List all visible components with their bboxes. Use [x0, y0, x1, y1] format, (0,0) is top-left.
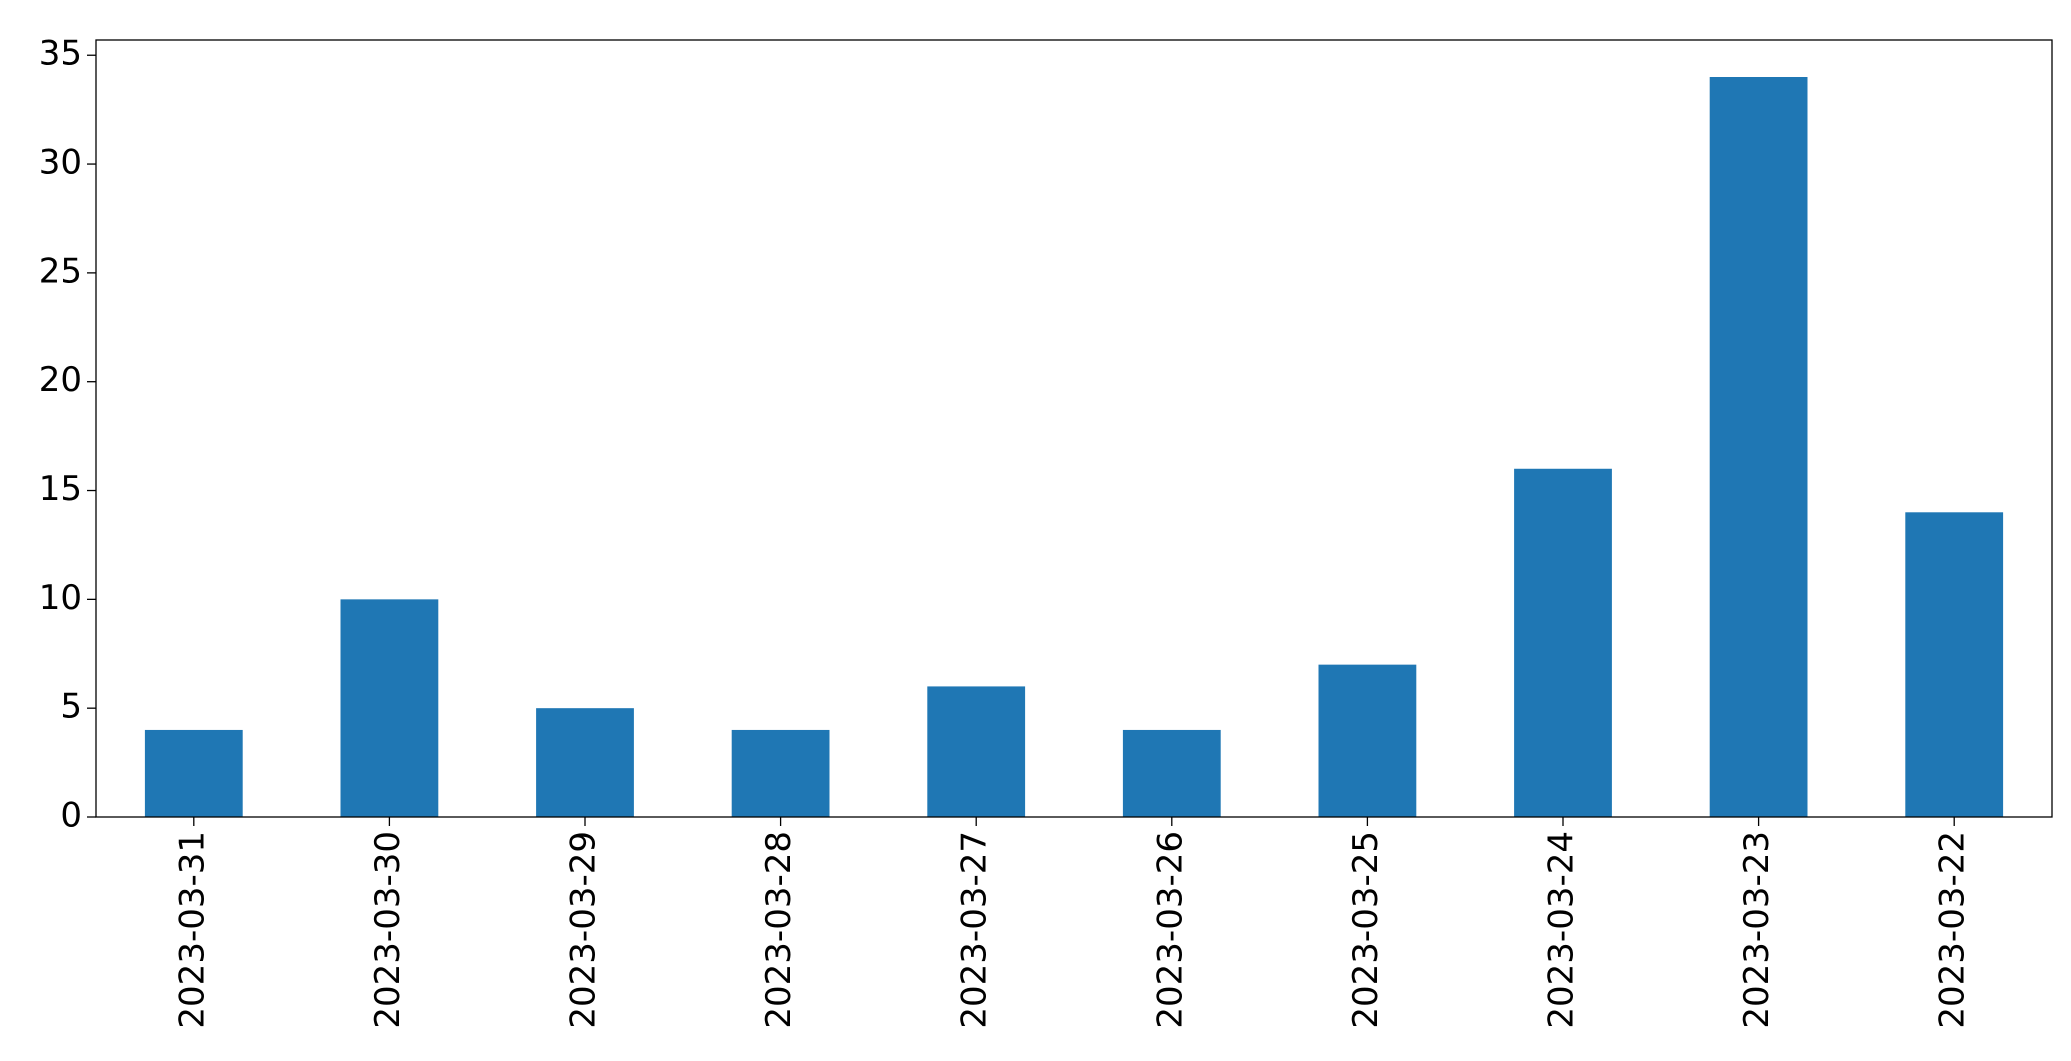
y-tick-label: 35 — [39, 34, 82, 74]
y-tick-label: 30 — [39, 143, 82, 183]
y-tick-label: 25 — [39, 251, 82, 291]
x-tick-label: 2023-03-22 — [1933, 831, 1973, 1029]
x-tick-label: 2023-03-30 — [368, 831, 408, 1029]
x-tick-label: 2023-03-23 — [1737, 831, 1777, 1029]
plot-frame — [95, 39, 2053, 818]
x-tick-label: 2023-03-24 — [1542, 831, 1582, 1029]
bar — [340, 599, 439, 817]
bar — [1318, 664, 1417, 817]
bar — [1709, 77, 1808, 817]
y-tick-label: 20 — [39, 360, 82, 400]
x-tick-label: 2023-03-29 — [564, 831, 604, 1029]
bar — [144, 729, 243, 817]
bar — [731, 729, 830, 817]
x-tick-label: 2023-03-28 — [759, 831, 799, 1029]
y-tick-label: 15 — [39, 469, 82, 509]
x-tick-label: 2023-03-25 — [1346, 831, 1386, 1029]
x-tick-label: 2023-03-26 — [1150, 831, 1190, 1029]
y-tick-label: 0 — [60, 796, 82, 836]
bar — [536, 708, 634, 817]
bar — [1514, 468, 1612, 817]
bar — [927, 686, 1026, 817]
bar — [1122, 729, 1221, 817]
y-tick-label: 10 — [39, 578, 82, 618]
y-tick-label: 5 — [60, 687, 82, 727]
x-tick-label: 2023-03-27 — [955, 831, 995, 1029]
bar — [1905, 512, 2004, 817]
x-tick-label: 2023-03-31 — [172, 831, 212, 1029]
